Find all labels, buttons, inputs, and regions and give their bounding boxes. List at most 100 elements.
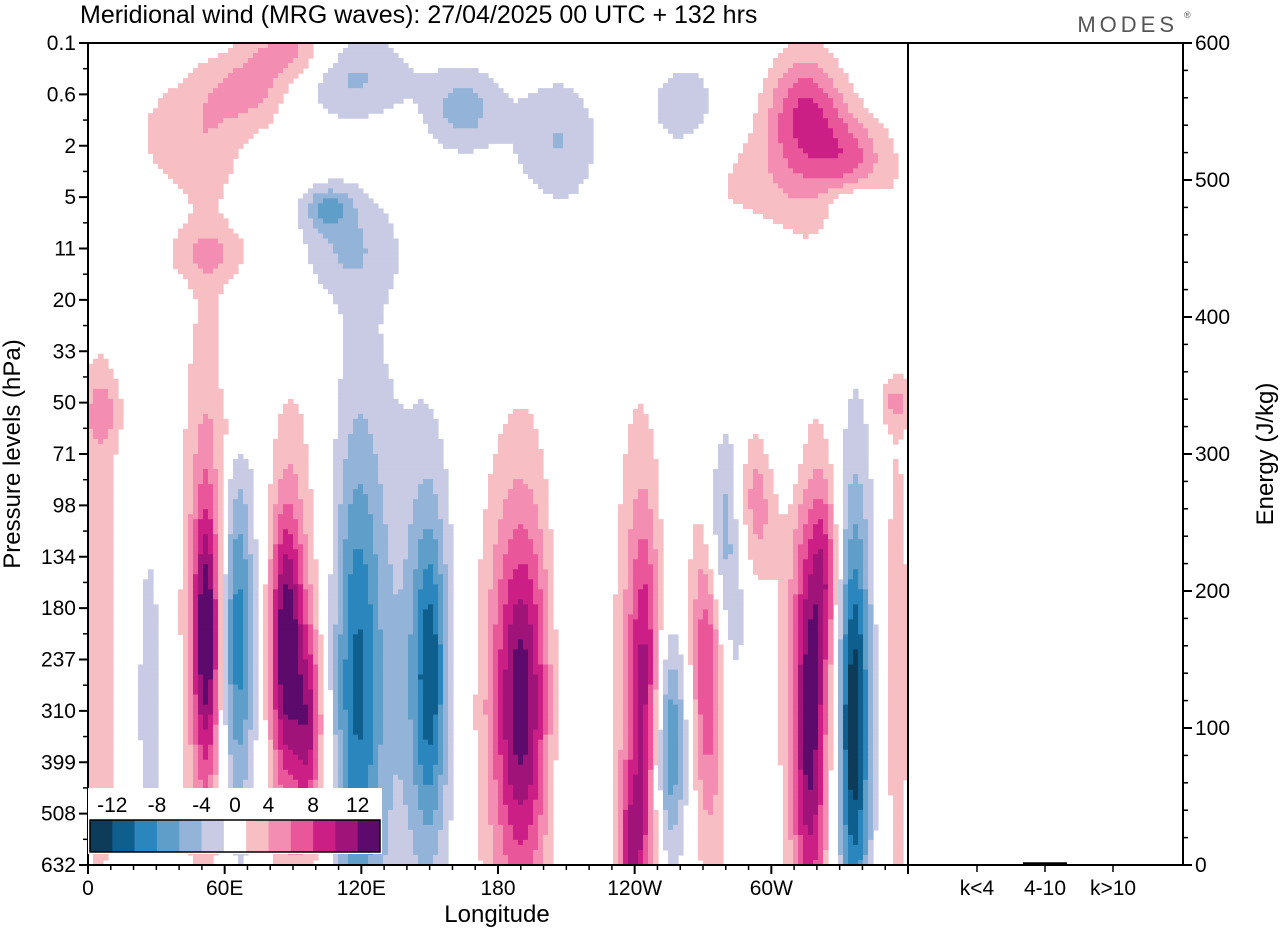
wind-cell bbox=[418, 554, 439, 560]
wind-cell bbox=[528, 649, 534, 656]
wind-cell bbox=[848, 103, 864, 109]
wind-cell bbox=[653, 689, 659, 696]
wind-cell bbox=[888, 524, 904, 530]
wind-cell bbox=[348, 754, 374, 761]
wind-cell bbox=[113, 398, 124, 405]
wind-cell bbox=[513, 739, 529, 746]
wind-cell bbox=[843, 649, 849, 656]
wind-cell bbox=[848, 398, 864, 405]
wind-cell bbox=[318, 98, 404, 104]
wind-cell bbox=[633, 514, 654, 520]
wind-cell bbox=[638, 759, 644, 766]
wind-cell bbox=[438, 689, 444, 696]
wind-cell bbox=[713, 469, 734, 475]
wind-cell bbox=[188, 664, 194, 671]
wind-cell bbox=[373, 614, 379, 620]
wind-cell bbox=[768, 509, 779, 515]
wind-cell bbox=[873, 779, 879, 786]
wind-cell bbox=[803, 609, 814, 615]
wind-cell bbox=[438, 794, 444, 801]
wind-cell bbox=[478, 769, 489, 776]
wind-cell bbox=[478, 559, 494, 565]
wind-cell bbox=[358, 734, 364, 741]
wind-cell bbox=[443, 524, 454, 530]
wind-cell bbox=[208, 724, 214, 731]
wind-cell bbox=[393, 799, 404, 806]
wind-cell bbox=[223, 714, 229, 721]
wind-cell bbox=[163, 93, 209, 99]
wind-cell bbox=[318, 83, 349, 89]
wind-cell bbox=[638, 549, 649, 555]
wind-cell bbox=[823, 469, 834, 475]
wind-cell bbox=[478, 619, 489, 626]
wind-cell bbox=[663, 694, 679, 701]
wind-cell bbox=[848, 784, 859, 791]
wind-cell bbox=[538, 183, 579, 189]
wind-cell bbox=[723, 549, 734, 555]
wind-cell bbox=[828, 724, 834, 731]
wind-cell bbox=[718, 674, 724, 681]
wind-cell bbox=[218, 519, 224, 525]
wind-cell bbox=[278, 574, 294, 580]
wind-cell bbox=[308, 719, 314, 726]
wind-cell bbox=[503, 428, 539, 435]
wind-cell bbox=[818, 754, 824, 761]
wind-cell bbox=[483, 519, 499, 525]
wind-cell bbox=[903, 398, 908, 405]
wind-cell bbox=[88, 559, 114, 565]
wind-cell bbox=[793, 784, 799, 791]
wind-cell bbox=[478, 609, 489, 615]
wind-cell bbox=[803, 774, 809, 781]
wind-cell bbox=[718, 749, 724, 756]
wind-cell bbox=[538, 629, 544, 636]
wind-cell bbox=[373, 448, 444, 455]
wind-cell bbox=[653, 599, 659, 605]
wind-cell bbox=[333, 744, 339, 751]
wind-cell bbox=[548, 644, 559, 651]
wind-cell bbox=[438, 684, 444, 691]
wind-cell bbox=[633, 408, 644, 415]
wind-cell bbox=[418, 609, 424, 615]
wind-cell bbox=[263, 614, 269, 620]
wind-cell bbox=[888, 739, 908, 746]
wind-cell bbox=[138, 734, 159, 741]
wind-cell bbox=[803, 148, 844, 154]
wind-cell bbox=[753, 123, 769, 129]
wind-cell bbox=[213, 759, 219, 766]
wind-cell bbox=[193, 68, 234, 74]
wind-cell bbox=[793, 604, 799, 610]
wind-cell bbox=[543, 749, 549, 756]
wind-cell bbox=[768, 138, 779, 144]
wind-cell bbox=[533, 749, 539, 756]
wind-cell bbox=[713, 744, 719, 751]
wind-cell bbox=[548, 614, 554, 620]
wind-cell bbox=[648, 704, 654, 711]
wind-cell bbox=[333, 704, 339, 711]
wind-cell bbox=[333, 248, 369, 255]
wind-cell bbox=[843, 459, 869, 465]
wind-cell bbox=[423, 624, 434, 631]
wind-cell bbox=[198, 659, 214, 666]
wind-cell bbox=[718, 544, 724, 550]
wind-cell bbox=[318, 759, 324, 766]
wind-cell bbox=[798, 734, 804, 741]
wind-cell bbox=[823, 654, 829, 661]
wind-cell bbox=[543, 679, 549, 686]
wind-cell bbox=[503, 609, 514, 615]
wind-cell bbox=[638, 694, 649, 701]
wind-cell bbox=[88, 474, 114, 480]
wind-cell bbox=[378, 564, 394, 570]
wind-cell bbox=[178, 83, 219, 89]
wind-cell bbox=[193, 248, 224, 255]
wind-cell bbox=[753, 529, 764, 535]
wind-cell bbox=[418, 669, 424, 676]
wind-cell bbox=[623, 459, 659, 465]
wind-cell bbox=[448, 649, 454, 656]
wind-cell bbox=[548, 589, 554, 595]
wind-cell bbox=[278, 759, 284, 766]
wind-cell bbox=[848, 694, 859, 701]
wind-cell bbox=[88, 739, 114, 746]
wind-cell bbox=[803, 624, 809, 631]
wind-cell bbox=[848, 744, 859, 751]
wind-cell bbox=[213, 704, 219, 711]
